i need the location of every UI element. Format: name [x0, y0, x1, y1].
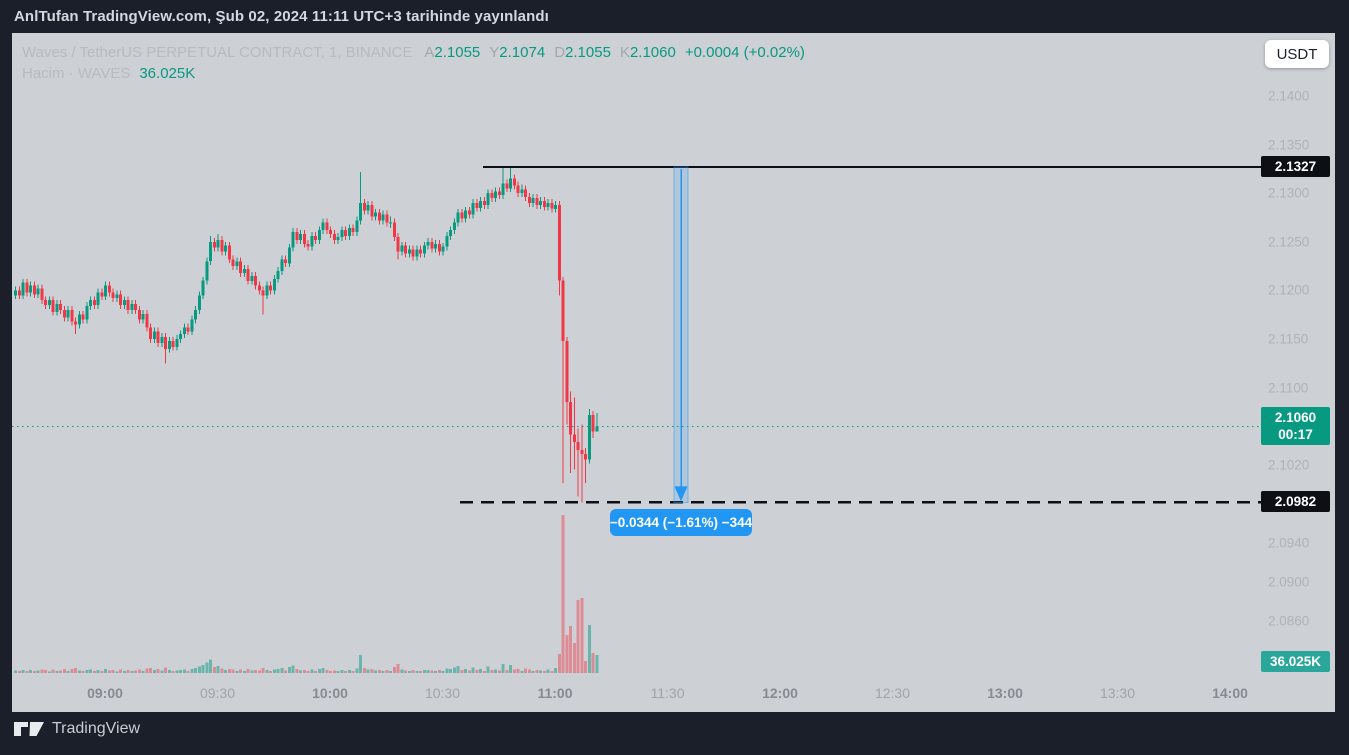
price-tick-label: 2.0940	[1268, 535, 1310, 551]
current-price-badge: 2.1060 00:17	[1261, 406, 1330, 445]
price-tick-label: 2.1400	[1268, 88, 1310, 104]
price-tick-label: 2.1100	[1268, 380, 1309, 396]
price-tick-label: 2.0860	[1268, 613, 1310, 629]
ohlc-D: D2.1055	[554, 44, 611, 61]
chart-legend: Waves / TetherUS PERPETUAL CONTRACT, 1, …	[22, 42, 805, 84]
time-tick-label: 11:00	[537, 685, 573, 701]
price-axis[interactable]: 2.1400 2.1350 2.1300 2.1250 2.1200 2.1150 2.11…	[1260, 33, 1335, 712]
tradingview-logo[interactable]: TradingView	[14, 719, 140, 739]
time-tick-label: 10:00	[312, 685, 348, 701]
candlestick-plot[interactable]	[12, 33, 1272, 712]
tradingview-logo-text: TradingView	[52, 720, 141, 737]
tradingview-logo-icon	[14, 722, 44, 736]
time-tick-label: 09:30	[199, 685, 236, 701]
price-tick-label: 2.1150	[1268, 331, 1309, 347]
time-tick-label: 12:00	[762, 685, 798, 701]
time-tick-label: 11:30	[650, 685, 685, 701]
support-price-badge: 2.0982	[1261, 491, 1330, 513]
volume-badge: 36.025K	[1261, 651, 1330, 672]
time-tick-label: 09:00	[87, 685, 123, 701]
time-axis[interactable]: 09:00 09:30 10:00 10:30 11:00 11:30 12:00 12:30…	[12, 681, 1260, 712]
time-tick-label: 10:30	[424, 685, 461, 701]
price-tick-label: 2.1200	[1268, 282, 1310, 298]
volume-study-label[interactable]: Hacim · WAVES	[22, 65, 131, 82]
measure-label[interactable]: −0.0344 (−1.61%) −344	[610, 509, 752, 536]
currency-toggle-button[interactable]: USDT	[1265, 40, 1329, 68]
price-tick-label: 2.1300	[1268, 185, 1310, 201]
ohlc-A: A2.1055	[424, 44, 481, 61]
price-tick-label: 2.1250	[1268, 234, 1310, 250]
publish-bar: AnlTufan TradingView.com, Şub 02, 2024 1…	[0, 0, 1349, 33]
time-tick-label: 13:30	[1099, 685, 1136, 701]
ohlc-values: A2.1055 Y2.1074 D2.1055 K2.1060	[424, 44, 684, 61]
volume-study-value: 36.025K	[139, 65, 196, 82]
price-tick-label: 2.1350	[1268, 137, 1310, 153]
price-tick-label: 2.0900	[1268, 574, 1310, 590]
time-tick-label: 13:00	[987, 685, 1023, 701]
ohlc-Y: Y2.1074	[489, 44, 546, 61]
chart-panel: Waves / TetherUS PERPETUAL CONTRACT, 1, …	[12, 33, 1335, 712]
price-change: +0.0004 (+0.02%)	[684, 44, 805, 61]
ohlc-K: K2.1060	[619, 44, 676, 61]
resistance-price-badge: 2.1327	[1261, 156, 1330, 177]
publish-text: AnlTufan TradingView.com, Şub 02, 2024 1…	[14, 8, 549, 25]
symbol-title[interactable]: Waves / TetherUS PERPETUAL CONTRACT, 1, …	[22, 44, 413, 61]
time-tick-label: 12:30	[874, 685, 911, 701]
time-tick-label: 14:00	[1212, 685, 1248, 701]
price-tick-label: 2.1020	[1268, 457, 1310, 473]
